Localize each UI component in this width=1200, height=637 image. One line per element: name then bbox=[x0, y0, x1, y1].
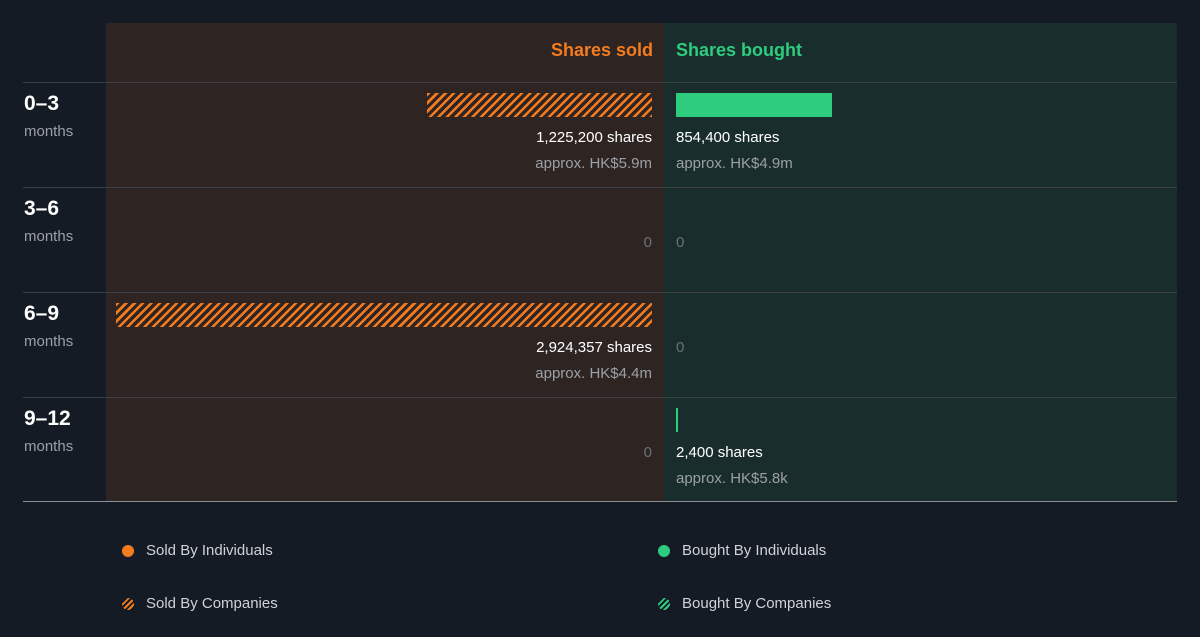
green-hatch-icon bbox=[658, 597, 670, 610]
period-range: 0–3 bbox=[24, 92, 60, 115]
bought-value-label-9-12: approx. HK$5.8k bbox=[676, 470, 788, 487]
sold-zero-label-9-12: 0 bbox=[643, 444, 652, 461]
shares-bought-header: Shares bought bbox=[676, 40, 803, 60]
legend-label: Sold By Companies bbox=[146, 595, 278, 612]
bought-zero-label-6-9: 0 bbox=[676, 339, 685, 356]
sold-zero-label-3-6: 0 bbox=[643, 234, 652, 251]
legend-label: Sold By Individuals bbox=[146, 542, 273, 559]
legend-bought-by-companies: Bought By Companies bbox=[658, 595, 831, 612]
period-9-12: 9–12 months bbox=[24, 407, 73, 455]
bought-shares-label-9-12: 2,400 shares bbox=[676, 444, 763, 461]
period-3-6: 3–6 months bbox=[24, 197, 73, 245]
period-range: 6–9 bbox=[24, 302, 60, 325]
legend-sold-by-individuals: Sold By Individuals bbox=[122, 542, 273, 559]
orange-hatch-icon bbox=[122, 597, 134, 610]
sold-value-label-0-3: approx. HK$5.9m bbox=[535, 155, 652, 172]
orange-dot-icon bbox=[122, 544, 134, 557]
shares-sold-header: Shares sold bbox=[550, 40, 653, 60]
bought-shares-label-0-3: 854,400 shares bbox=[676, 129, 780, 146]
sold-shares-label-6-9: 2,924,357 shares bbox=[536, 339, 652, 356]
bought-bar-9-12 bbox=[676, 408, 678, 432]
bought-zero-label-3-6: 0 bbox=[676, 234, 685, 251]
chart-baseline bbox=[23, 501, 1177, 502]
period-unit: months bbox=[24, 123, 74, 140]
period-0-3: 0–3 months bbox=[24, 92, 73, 140]
row-divider bbox=[23, 187, 1177, 188]
sold-bar-0-3 bbox=[427, 93, 652, 117]
period-range: 3–6 bbox=[24, 197, 60, 220]
period-6-9: 6–9 months bbox=[24, 302, 73, 350]
legend-label: Bought By Companies bbox=[682, 595, 832, 612]
period-unit: months bbox=[24, 228, 74, 245]
sold-shares-label-0-3: 1,225,200 shares bbox=[536, 129, 652, 146]
row-divider bbox=[23, 292, 1177, 293]
sold-bar-6-9 bbox=[116, 303, 652, 327]
row-divider bbox=[23, 82, 1177, 83]
period-range: 9–12 bbox=[24, 407, 71, 430]
legend-sold-by-companies: Sold By Companies bbox=[122, 595, 278, 612]
bought-bar-0-3 bbox=[676, 93, 832, 117]
row-divider bbox=[23, 397, 1177, 398]
sold-value-label-6-9: approx. HK$4.4m bbox=[535, 365, 652, 382]
period-unit: months bbox=[24, 333, 74, 350]
green-dot-icon bbox=[658, 544, 670, 557]
legend-bought-by-individuals: Bought By Individuals bbox=[658, 542, 826, 559]
legend-label: Bought By Individuals bbox=[682, 542, 827, 559]
bought-value-label-0-3: approx. HK$4.9m bbox=[676, 155, 793, 172]
period-unit: months bbox=[24, 438, 74, 455]
